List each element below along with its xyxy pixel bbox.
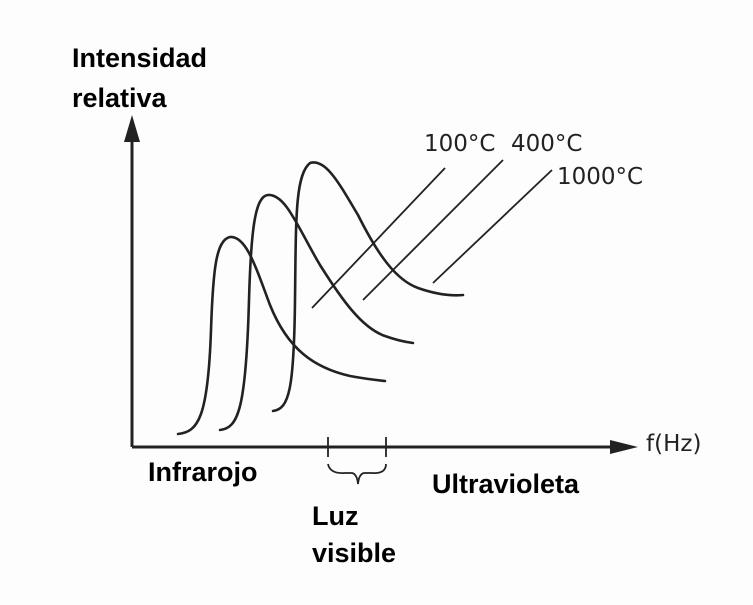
curve-1000c (271, 161, 465, 413)
x-axis-arrowhead (610, 440, 638, 454)
curve-label-1000c: 1000°C (557, 164, 643, 190)
infrared-label: Infrarojo (148, 457, 258, 487)
curve-label-100c: 100°C (424, 131, 495, 157)
axes (124, 115, 638, 454)
y-axis-label-line2: relativa (72, 83, 168, 113)
visible-light-label-line2: visible (312, 538, 396, 568)
visible-band-marker (327, 437, 387, 485)
visible-band-brace (327, 463, 387, 485)
ultraviolet-label: Ultravioleta (432, 469, 580, 499)
leader-400c (362, 159, 504, 301)
x-axis-label: f(Hz) (646, 431, 701, 457)
leader-100c (311, 167, 446, 309)
visible-light-label-line1: Luz (312, 501, 359, 531)
curve-400c (218, 193, 415, 432)
y-axis-arrowhead (124, 115, 140, 142)
leader-1000c (432, 169, 553, 284)
curve-label-400c: 400°C (511, 131, 582, 157)
y-axis-label-line1: Intensidad (72, 43, 207, 73)
curve-100c (176, 235, 387, 436)
